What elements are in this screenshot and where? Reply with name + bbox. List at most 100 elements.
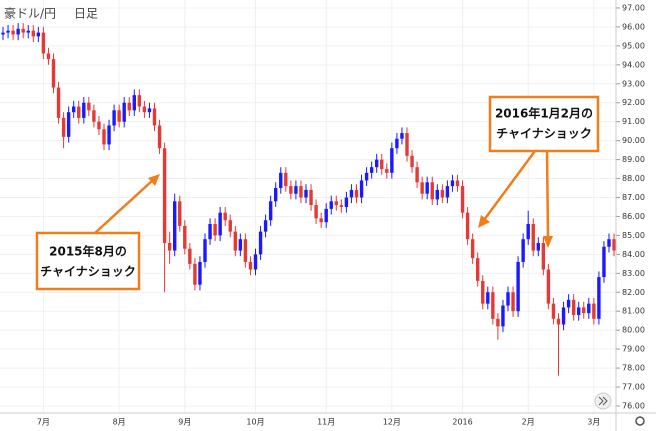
- candle-body: [314, 205, 318, 219]
- scroll-icon: [598, 396, 608, 406]
- candle-body: [536, 242, 540, 251]
- candle-body: [117, 110, 121, 122]
- candle-body: [476, 258, 480, 281]
- candle-body: [11, 30, 15, 35]
- annotation-text: 2015年8月の: [49, 244, 127, 259]
- candle-body: [324, 208, 328, 223]
- candle-body: [430, 182, 434, 200]
- arrow-head: [148, 174, 160, 186]
- candle-body: [470, 239, 475, 259]
- y-tick-label: 91.00: [622, 117, 645, 126]
- x-tick-label: 8月: [113, 418, 126, 427]
- candle-body: [506, 292, 510, 306]
- candle-body: [556, 318, 561, 325]
- y-tick-label: 77.00: [622, 383, 645, 392]
- y-tick-label: 97.00: [622, 3, 645, 12]
- candle-body: [87, 102, 91, 111]
- candle-body: [56, 87, 61, 118]
- candle-body: [41, 32, 46, 54]
- arrows: [94, 150, 553, 248]
- y-tick-label: 78.00: [622, 364, 645, 373]
- candle-body: [203, 239, 207, 262]
- candle-body: [294, 186, 298, 194]
- candle-body: [31, 30, 35, 37]
- candle-body: [415, 167, 419, 183]
- candle-body: [425, 182, 429, 194]
- candle-body: [541, 242, 546, 270]
- candle-body: [304, 189, 308, 198]
- annotation-box: [488, 95, 600, 153]
- candle-body: [127, 102, 131, 111]
- candle-body: [592, 303, 596, 319]
- candle-body: [167, 242, 172, 251]
- candle-body: [193, 263, 197, 285]
- candle-body: [465, 212, 470, 240]
- candle-body: [299, 186, 303, 198]
- candle-body: [319, 218, 323, 223]
- candle-body: [455, 180, 460, 187]
- x-tick-label: 2016: [452, 418, 472, 427]
- candle-body: [521, 239, 525, 262]
- y-tick-label: 82.00: [622, 288, 645, 297]
- candle-body: [577, 307, 581, 316]
- candle-body: [566, 299, 571, 308]
- y-tick-label: 76.00: [622, 401, 645, 410]
- candle-body: [258, 231, 263, 255]
- x-tick-label: 10月: [246, 418, 264, 427]
- candle-body: [16, 28, 20, 35]
- candle-body: [198, 261, 202, 285]
- candle-body: [178, 201, 182, 226]
- symbol: 豪ドル/円: [4, 6, 56, 21]
- candle-body: [238, 239, 243, 251]
- candle-body: [26, 30, 30, 33]
- x-tick-label: 9月: [178, 418, 191, 427]
- candle-body: [36, 32, 41, 37]
- candles: [1, 23, 616, 376]
- settings-button[interactable]: [635, 416, 645, 426]
- candle-body: [263, 220, 268, 232]
- candle-body: [511, 292, 515, 312]
- candle-body: [491, 292, 495, 319]
- candle-body: [486, 292, 490, 304]
- candle-body: [228, 220, 232, 232]
- candle-body: [612, 239, 616, 251]
- candle-body: [279, 172, 283, 189]
- candle-body: [213, 224, 217, 236]
- y-tick-label: 79.00: [622, 345, 645, 354]
- x-tick-label: 11月: [317, 418, 335, 427]
- candle-body: [435, 189, 439, 200]
- candle-body: [46, 53, 51, 60]
- candle-body: [77, 106, 81, 118]
- candle-body: [440, 189, 445, 198]
- candle-body: [602, 246, 606, 278]
- candle-body: [546, 269, 551, 304]
- candle-body: [97, 121, 101, 130]
- candle-body: [102, 129, 106, 145]
- candle-body: [122, 102, 126, 122]
- candle-body: [1, 32, 5, 35]
- candle-body: [92, 110, 96, 122]
- y-tick-label: 81.00: [622, 307, 645, 316]
- candle-body: [450, 180, 455, 187]
- candle-body: [526, 224, 530, 240]
- candle-body: [531, 224, 535, 251]
- candle-body: [385, 169, 389, 173]
- candle-body: [369, 167, 374, 173]
- candle-body: [72, 106, 76, 113]
- candle-body: [157, 125, 162, 149]
- arrow-head: [478, 215, 490, 228]
- candle-body: [268, 201, 273, 221]
- x-tick-label: 12月: [383, 418, 401, 427]
- candle-body: [61, 117, 66, 137]
- candle-body: [21, 28, 25, 33]
- y-tick-label: 86.00: [622, 212, 645, 221]
- candle-body: [309, 189, 313, 206]
- candle-body: [173, 201, 177, 251]
- candle-body: [253, 254, 258, 270]
- candle-body: [410, 155, 414, 168]
- candle-body: [147, 108, 152, 113]
- candle-body: [142, 106, 147, 113]
- candle-body: [390, 148, 394, 173]
- y-tick-label: 89.00: [622, 155, 645, 164]
- candle-body: [112, 110, 116, 126]
